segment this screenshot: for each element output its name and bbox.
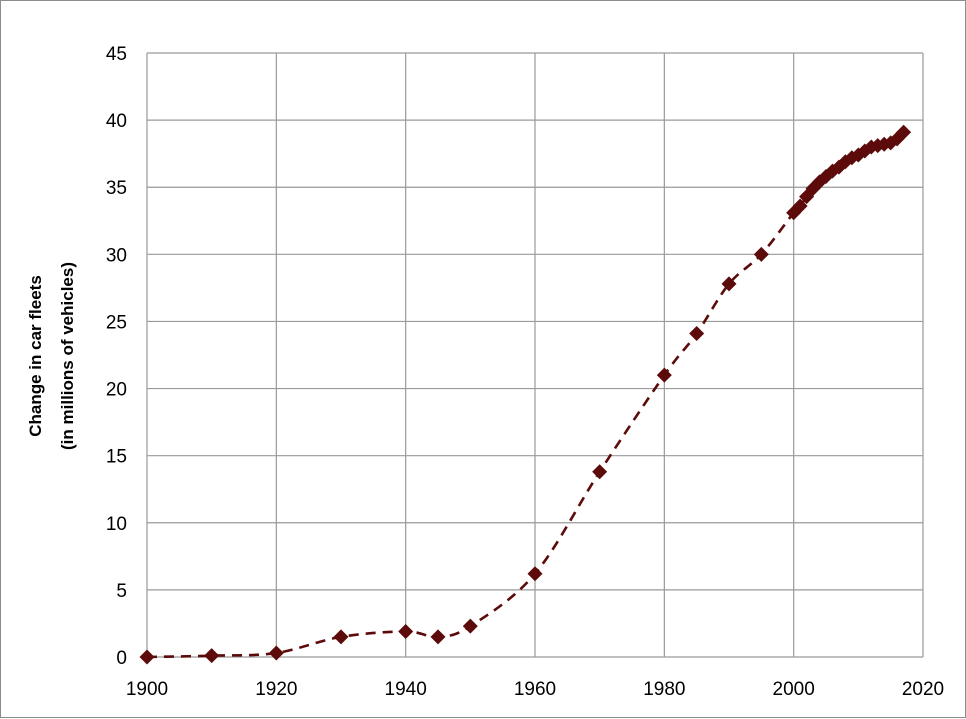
data-point-marker bbox=[896, 124, 912, 140]
data-point-marker bbox=[592, 464, 608, 480]
data-point-marker bbox=[721, 276, 737, 292]
x-tick-label: 1940 bbox=[385, 679, 427, 700]
y-tick-label: 10 bbox=[106, 514, 127, 535]
y-tick-label: 40 bbox=[106, 111, 127, 132]
series-markers bbox=[139, 124, 912, 665]
data-point-marker bbox=[268, 645, 284, 661]
data-point-marker bbox=[462, 618, 478, 634]
y-tick-label: 15 bbox=[106, 447, 127, 468]
y-tick-label: 30 bbox=[106, 245, 127, 266]
data-point-marker bbox=[792, 198, 808, 214]
data-point-marker bbox=[527, 566, 543, 582]
gridlines bbox=[146, 52, 924, 658]
data-point-marker bbox=[333, 629, 349, 645]
x-tick-label: 1900 bbox=[126, 679, 168, 700]
data-point-marker bbox=[689, 326, 705, 342]
data-point-marker bbox=[139, 649, 155, 665]
y-axis-title-line-2: (in millions of vehicles) bbox=[58, 262, 77, 450]
y-axis-title-line-1: Change in car fleets bbox=[26, 275, 45, 437]
y-tick-label: 45 bbox=[106, 44, 127, 65]
y-tick-label: 20 bbox=[106, 380, 127, 401]
axis-tick-labels: 0 5 10 15 20 25 30 35 40 45 1900 1920 1940 1960 1980 20… bbox=[106, 44, 944, 700]
x-tick-label: 1960 bbox=[514, 679, 556, 700]
x-tick-label: 1980 bbox=[643, 679, 685, 700]
y-tick-label: 5 bbox=[116, 581, 127, 602]
data-point-marker bbox=[398, 624, 414, 639]
y-tick-label: 25 bbox=[106, 312, 127, 333]
data-point-marker bbox=[204, 648, 220, 664]
x-tick-label: 1920 bbox=[255, 679, 297, 700]
y-tick-label: 0 bbox=[116, 648, 127, 669]
x-tick-label: 2000 bbox=[773, 679, 815, 700]
data-point-marker bbox=[753, 246, 769, 262]
x-tick-label: 2020 bbox=[902, 679, 944, 700]
y-tick-label: 35 bbox=[106, 178, 127, 199]
data-point-marker bbox=[430, 629, 446, 645]
y-axis-title: Change in car fleets (in millions of veh… bbox=[26, 262, 77, 450]
data-point-marker bbox=[656, 367, 672, 383]
